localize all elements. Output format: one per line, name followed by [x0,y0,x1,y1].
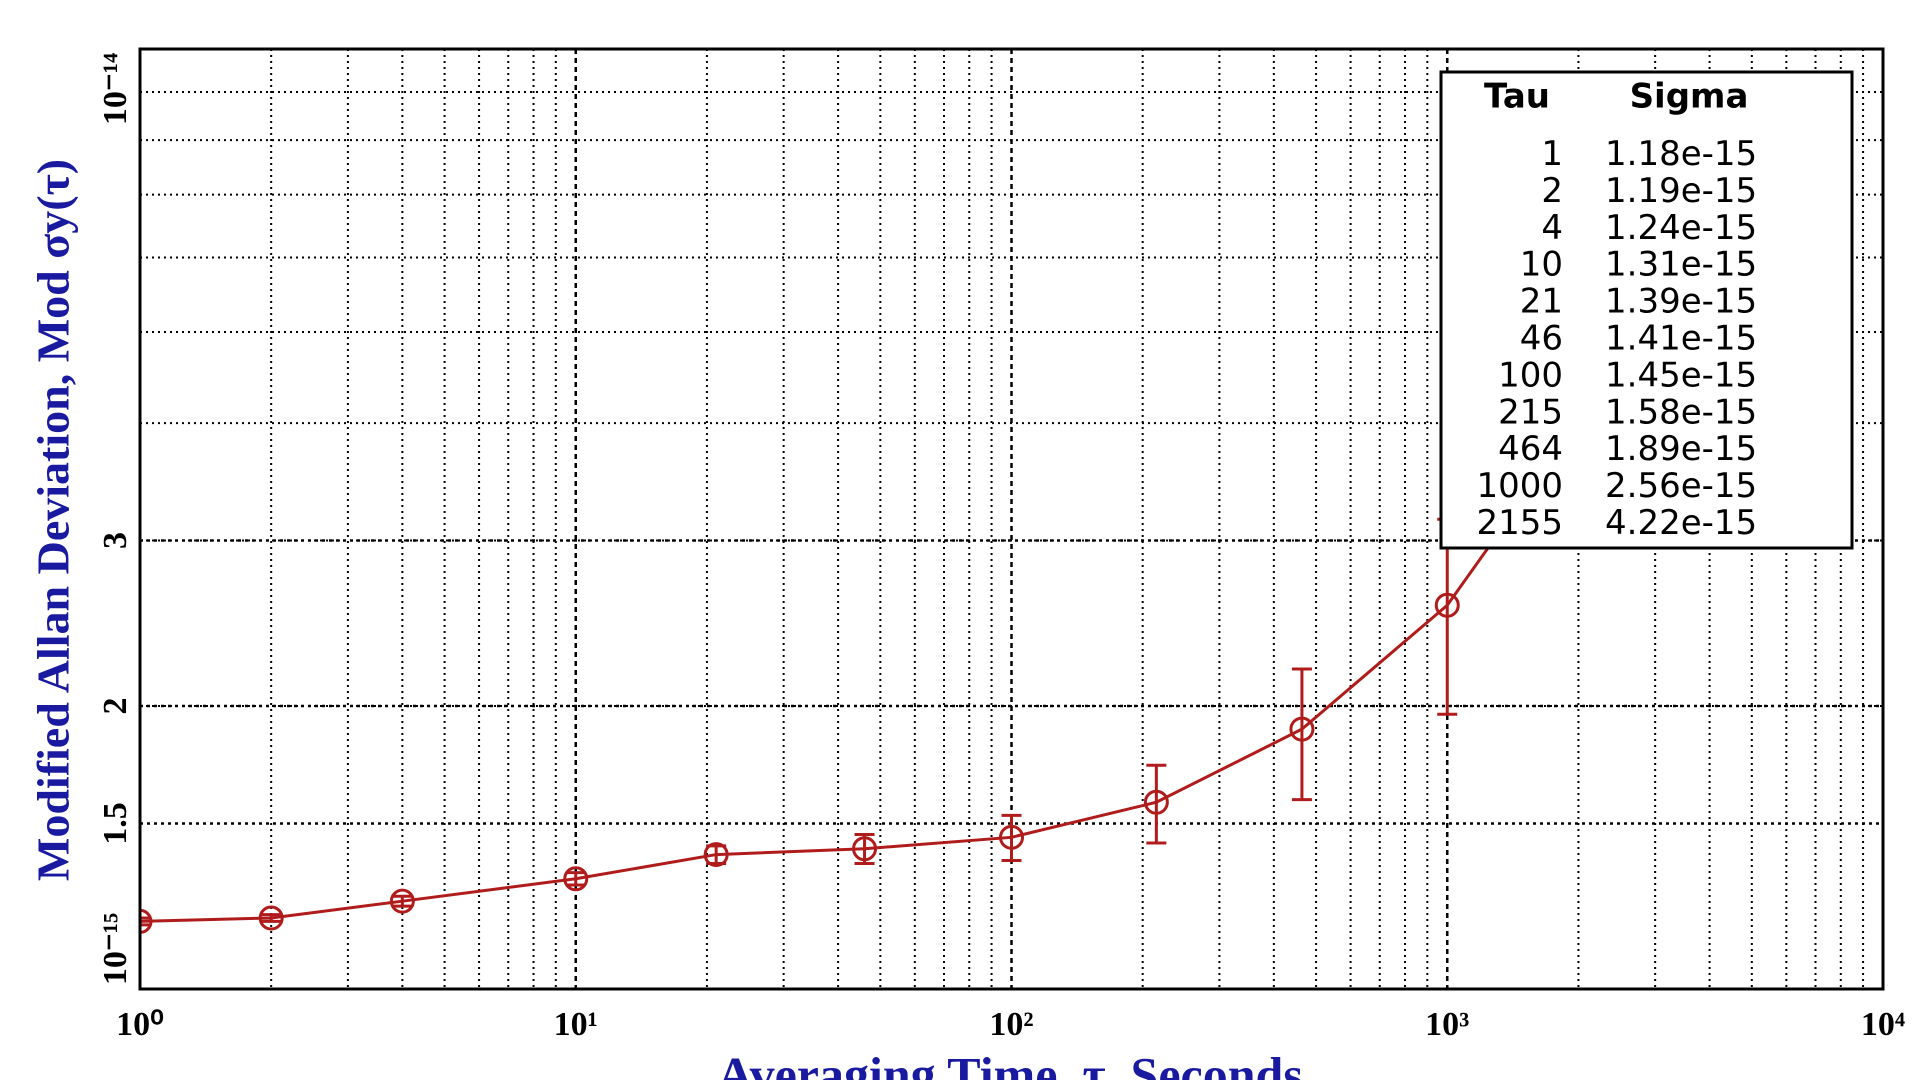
legend-sigma: 1.24e-15 [1605,208,1757,248]
legend-tau: 1000 [1476,466,1563,506]
error-bar [565,871,586,887]
error-bar [1146,763,1167,845]
y-tick-label: 10⁻¹⁴ [97,53,134,125]
data-point [999,824,1024,850]
data-point [1143,789,1169,815]
legend-sigma: 1.39e-15 [1605,282,1757,322]
series-line [140,400,1594,923]
data-point [1434,592,1460,618]
legend-sigma: 1.45e-15 [1605,355,1757,395]
y-tick-label: 2 [97,698,134,715]
legend-tau: 2 [1541,171,1563,211]
x-tick-label: 10¹ [554,1006,598,1043]
y-tick-label: 3 [97,532,134,549]
legend-sigma: 1.18e-15 [1605,134,1757,174]
x-tick-label: 10⁰ [116,1006,164,1043]
data-point [140,908,153,934]
legend-sigma: 4.22e-15 [1605,503,1757,543]
legend-sigma: 2.56e-15 [1605,466,1757,506]
error-bar [1001,813,1022,862]
x-tick-label: 10³ [1425,1006,1469,1043]
legend-sigma: 1.41e-15 [1605,319,1757,359]
legend-tau: 4 [1541,208,1563,248]
legend: Tau Sigma 1 1.18e-15 2 1.19e-15 4 1.24e-15 10 1.3… [1439,70,1854,550]
legend-sigma: 1.89e-15 [1605,429,1757,469]
legend-sigma: 1.19e-15 [1605,171,1757,211]
data-point [1289,716,1315,742]
legend-tau: 215 [1498,392,1563,432]
legend-header: Tau [1484,77,1550,117]
legend-tau: 10 [1520,245,1563,285]
legend-box [1439,70,1854,550]
legend-tau: 1 [1541,134,1563,174]
tick-labels: 10⁰ 10¹ 10² 10³ 10⁴ 10⁻¹⁵ 1.5 2 3 10⁻¹⁴ [97,53,1905,1043]
x-tick-label: 10⁴ [1861,1006,1905,1043]
legend-tau: 21 [1520,282,1563,322]
legend-sigma: 1.58e-15 [1605,392,1757,432]
legend-tau: 100 [1498,355,1563,395]
y-tick-label: 10⁻¹⁵ [97,913,134,985]
legend-tau: 2155 [1476,503,1563,543]
plot-area [140,297,1606,934]
x-tick-label: 10² [989,1006,1033,1043]
error-bar [261,913,282,923]
legend-tau: 46 [1520,319,1563,359]
data-point [258,905,284,931]
y-axis-label: Modified Allan Deviation, Mod σy(τ) [28,159,79,881]
error-bar [1291,667,1312,802]
legend-tau: 464 [1498,429,1563,469]
error-bar [392,894,413,908]
legend-header: Sigma [1630,77,1749,117]
x-axis-label: Averaging Time, τ, Seconds [717,1046,1303,1080]
data-point [703,842,729,868]
error-bar [140,916,150,927]
legend-sigma: 1.31e-15 [1605,245,1757,285]
plot-frame [138,47,1885,991]
data-point [389,888,415,914]
data-point [563,866,589,892]
y-tick-label: 1.5 [97,802,134,845]
data-point [852,836,878,862]
